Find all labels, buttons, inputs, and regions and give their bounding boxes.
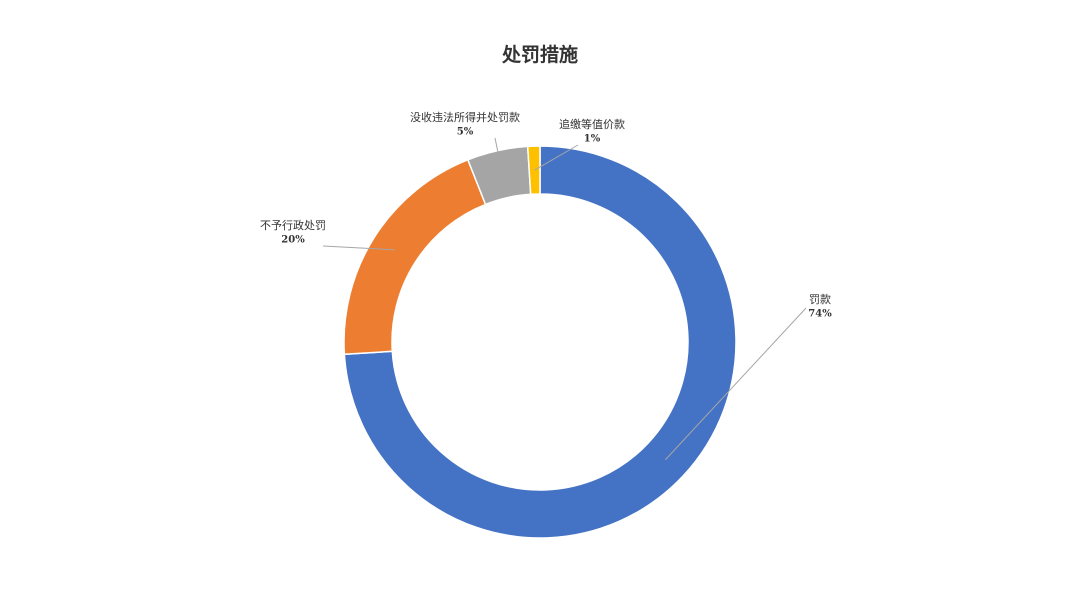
chart-title: 处罚措施 xyxy=(501,43,578,66)
slice-value-label: 74% xyxy=(808,309,832,320)
slice-label: 没收违法所得并处罚款 xyxy=(410,110,520,124)
leader-line xyxy=(322,245,395,251)
donut-slice xyxy=(526,145,541,196)
donut-slice xyxy=(343,158,487,356)
leader-line xyxy=(665,307,807,461)
donut-slice xyxy=(343,145,737,539)
slice-label: 罚款 xyxy=(809,292,831,306)
leader-line xyxy=(494,137,503,175)
slice-label: 追缴等值价款 xyxy=(559,117,625,131)
slice-value-label: 1% xyxy=(584,134,601,145)
slice-label: 不予行政处罚 xyxy=(260,218,326,232)
leader-line xyxy=(534,144,579,171)
slice-value-label: 5% xyxy=(457,127,474,138)
slice-value-label: 20% xyxy=(281,235,305,246)
